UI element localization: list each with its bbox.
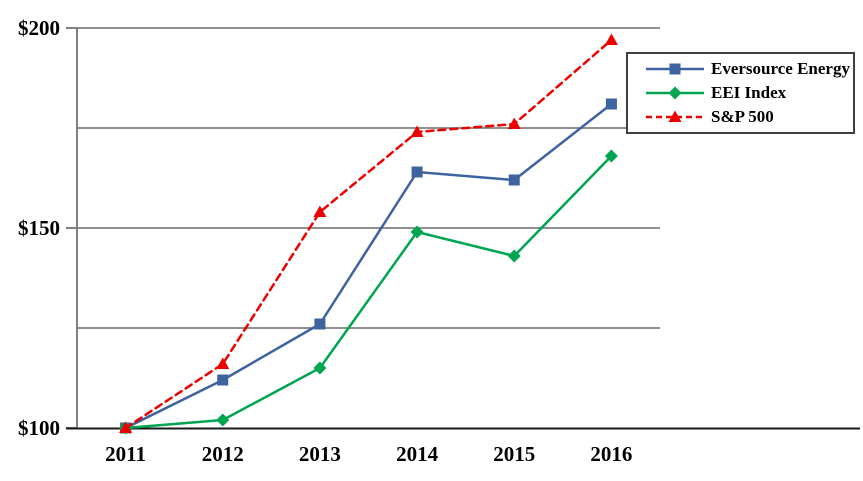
diamond-marker: [216, 413, 230, 427]
legend-item-sp-500: S&P 500: [646, 105, 849, 129]
legend-line-marker-icon: [646, 110, 704, 122]
triangle-marker: [216, 357, 230, 369]
x-tick-label-2014: 2014: [396, 442, 439, 466]
triangle-marker: [119, 421, 133, 433]
series-line-s-p-500: [124, 38, 613, 430]
diamond-marker: [668, 86, 682, 100]
x-tick-label-2012: 2012: [201, 442, 244, 466]
legend-label: S&P 500: [711, 107, 774, 126]
diamond-marker: [507, 249, 521, 263]
square-marker: [217, 374, 229, 386]
legend-item-eei-index: EEI Index: [646, 81, 849, 105]
square-marker: [508, 174, 520, 186]
triangle-marker: [604, 33, 618, 45]
x-tick-label-2013: 2013: [298, 442, 341, 466]
legend-label: Eversource Energy: [711, 59, 850, 78]
y-tick-label-100: $100: [18, 416, 60, 440]
legend-line-marker-icon: [646, 63, 704, 75]
square-marker: [669, 63, 681, 75]
chart-legend: Eversource Energy EEI Index S&P 500: [626, 52, 855, 134]
square-marker: [411, 166, 423, 178]
legend-line-marker-icon: [646, 86, 704, 100]
diamond-marker: [410, 225, 424, 239]
diamond-marker: [604, 149, 618, 163]
x-tick-label-2011: 2011: [105, 442, 146, 466]
x-tick-label-2015: 2015: [493, 442, 536, 466]
square-marker: [605, 98, 617, 110]
y-tick-label-150: $150: [18, 216, 60, 240]
series-line-eversource-energy: [124, 102, 613, 430]
triangle-marker: [507, 117, 521, 129]
square-marker: [314, 318, 326, 330]
y-tick-label-200: $200: [18, 16, 60, 40]
triangle-marker: [313, 205, 327, 217]
series-line-eei-index: [124, 154, 613, 430]
triangle-marker: [668, 110, 682, 122]
triangle-marker: [410, 125, 424, 137]
legend-label: EEI Index: [711, 83, 787, 102]
x-tick-label-2016: 2016: [590, 442, 633, 466]
legend-item-eversource-energy: Eversource Energy: [646, 57, 850, 81]
diamond-marker: [313, 361, 327, 375]
